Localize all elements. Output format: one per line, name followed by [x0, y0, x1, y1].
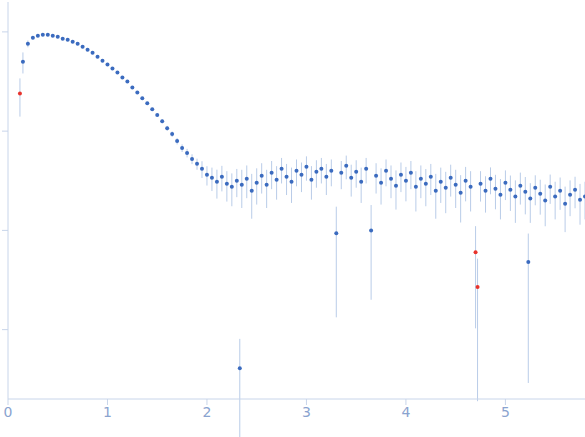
- svg-text:3: 3: [302, 404, 311, 420]
- svg-text:4: 4: [401, 404, 410, 420]
- svg-text:0: 0: [8, 404, 12, 420]
- svg-text:1: 1: [103, 404, 112, 420]
- svg-text:2: 2: [203, 404, 212, 420]
- svg-text:5: 5: [501, 404, 510, 420]
